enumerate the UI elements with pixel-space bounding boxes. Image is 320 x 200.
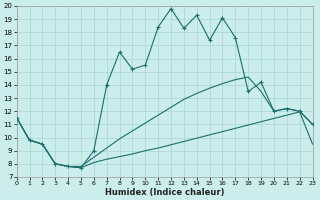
X-axis label: Humidex (Indice chaleur): Humidex (Indice chaleur) bbox=[105, 188, 224, 197]
